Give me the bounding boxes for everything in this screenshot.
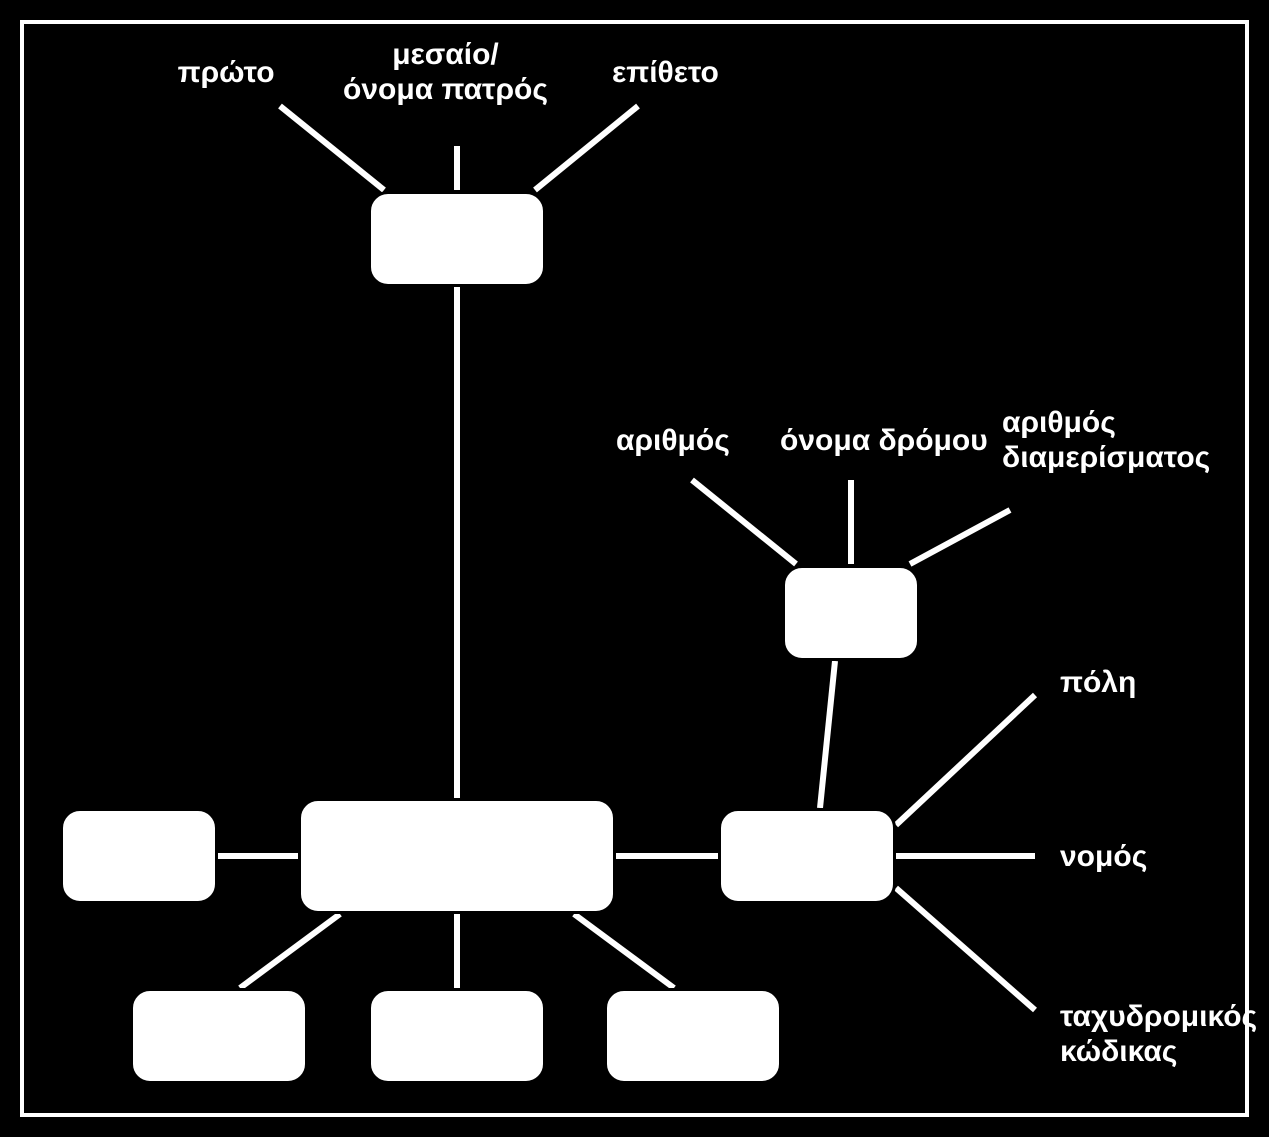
label-lbl-number: αριθμός (616, 424, 730, 459)
label-lbl-city: πόλη (1060, 666, 1136, 701)
label-lbl-prefect: νομός (1060, 840, 1147, 875)
label-lbl-middle: μεσαίο/ όνομα πατρός (343, 38, 548, 107)
label-lbl-first: πρώτο (178, 56, 275, 91)
edge (820, 661, 835, 808)
edge (896, 695, 1035, 825)
label-lbl-zip: ταχυδρομικός κώδικας (1060, 1000, 1257, 1069)
node-address (718, 808, 896, 904)
edge (896, 888, 1035, 1010)
edge (910, 510, 1010, 564)
label-lbl-apt: αριθμός διαμερίσματος (1002, 406, 1210, 475)
node-left-small (60, 808, 218, 904)
edge (692, 480, 796, 564)
node-name (368, 191, 546, 287)
node-center-main (298, 798, 616, 914)
label-lbl-street: όνομα δρόμου (780, 424, 988, 459)
edge (240, 914, 340, 988)
node-street (782, 565, 920, 661)
diagram-canvas: πρώτο μεσαίο/ όνομα πατρός επίθετο αριθμός ό… (0, 0, 1269, 1137)
node-child-1 (130, 988, 308, 1084)
edge (280, 106, 384, 190)
edge (574, 914, 674, 988)
edge (535, 106, 638, 190)
label-lbl-surname: επίθετο (612, 56, 719, 91)
edges-layer (0, 0, 1269, 1137)
node-child-2 (368, 988, 546, 1084)
node-child-3 (604, 988, 782, 1084)
